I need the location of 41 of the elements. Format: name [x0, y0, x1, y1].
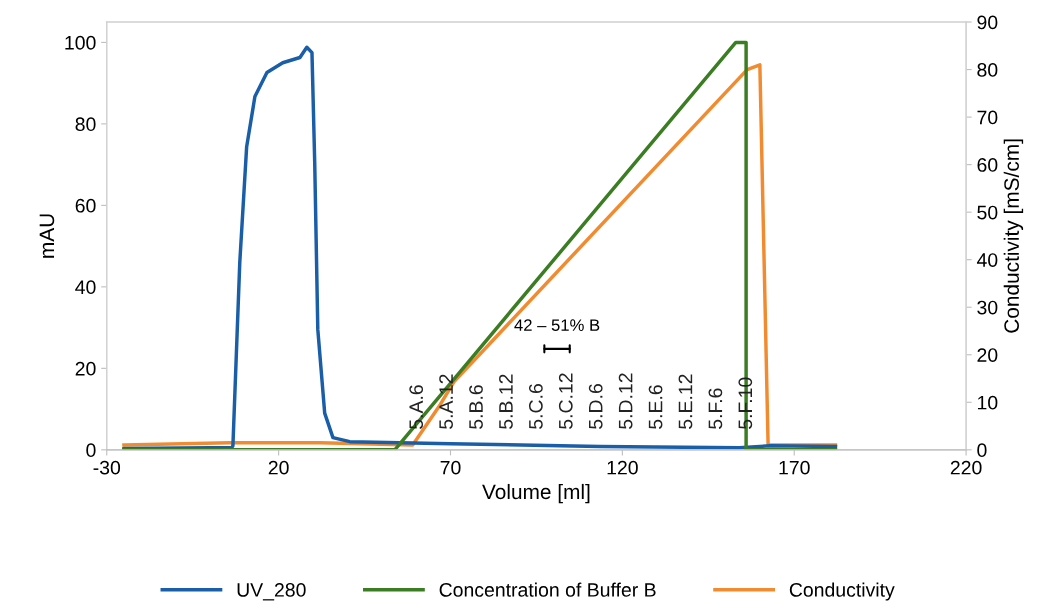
- y-tick-label: 40: [75, 280, 96, 295]
- annotation: 5.F.10: [738, 377, 753, 429]
- y-tick-label: 0: [86, 443, 96, 458]
- x-tick-label: -30: [93, 460, 121, 475]
- y2-tick-label: 10: [978, 395, 998, 410]
- y-tick-label: 100: [65, 35, 96, 50]
- legend-label: UV_280: [237, 583, 306, 601]
- x-tick-label: 220: [950, 460, 982, 475]
- annotation: 5.F.6: [708, 388, 723, 429]
- y2-tick-label: 50: [977, 205, 998, 220]
- y2-tick-label: 60: [977, 158, 998, 172]
- y2-tick-label: 0: [977, 443, 987, 458]
- annotation: 5.E.6: [648, 385, 663, 429]
- y2-tick-label: 70: [977, 110, 998, 125]
- annotation: 5.B.6: [469, 385, 483, 429]
- y-tick-label: 60: [75, 198, 96, 213]
- annotation: 5.D.6: [588, 384, 603, 429]
- legend-label: Concentration of Buffer B: [439, 582, 656, 597]
- x-axis-title: Volume [ml]: [482, 483, 590, 504]
- annotation: 5.B.12: [499, 374, 513, 429]
- x-tick-label: 70: [440, 460, 461, 475]
- annotation: 5.E.12: [678, 374, 693, 429]
- annotation: 5.A.12: [439, 374, 453, 429]
- x-tick-label: 170: [779, 460, 810, 475]
- annotation: 5.C.12: [558, 373, 573, 429]
- y2-tick-label: 30: [977, 300, 998, 315]
- x-tick-label: 20: [268, 460, 289, 475]
- annotation: 5.D.12: [618, 373, 633, 429]
- x-tick-label: 120: [607, 460, 638, 475]
- y-tick-label: 80: [75, 117, 96, 132]
- y2-tick-label: 80: [977, 63, 998, 77]
- y-axis-title: mAU: [39, 214, 55, 258]
- annotation: 5.C.6: [528, 384, 543, 429]
- y2-tick-label: 20: [977, 348, 998, 362]
- legend-label: Conductivity: [789, 582, 895, 601]
- y2-tick-label: 90: [977, 15, 998, 30]
- y2-axis-title: Conductivity [mS/cm]: [1003, 139, 1024, 333]
- y-tick-label: 20: [75, 361, 96, 376]
- annotation: 42 – 51% B: [514, 319, 600, 332]
- y2-tick-label: 40: [976, 253, 998, 267]
- annotation: 5.A.6: [409, 385, 424, 429]
